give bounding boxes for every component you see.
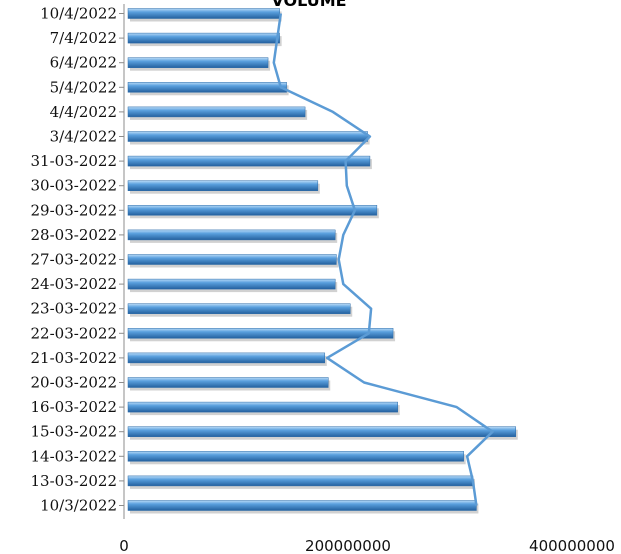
bar bbox=[127, 401, 398, 413]
trend-line bbox=[272, 13, 494, 506]
category-labels: 10/3/2022 13-03-2022 14-03-2022 15-03-2022 1… bbox=[31, 5, 117, 515]
bar bbox=[127, 131, 368, 142]
bar bbox=[127, 155, 371, 167]
category-label: 31-03-2022 bbox=[31, 152, 117, 170]
category-label: 7/4/2022 bbox=[50, 29, 117, 47]
bar bbox=[127, 82, 287, 93]
bar bbox=[127, 32, 280, 44]
category-label: 29-03-2022 bbox=[31, 201, 117, 219]
category-label: 20-03-2022 bbox=[31, 374, 117, 392]
bar bbox=[127, 475, 474, 487]
category-label: 21-03-2022 bbox=[31, 349, 117, 367]
category-label: 16-03-2022 bbox=[31, 398, 117, 416]
x-tick-label: 0 bbox=[119, 537, 129, 554]
x-tick-labels: 0 200000000 400000000 bbox=[119, 537, 615, 554]
category-label: 10/3/2022 bbox=[40, 497, 117, 515]
bar bbox=[127, 57, 269, 68]
category-label: 13-03-2022 bbox=[31, 472, 117, 490]
category-label: 6/4/2022 bbox=[50, 54, 117, 72]
x-tick-label: 400000000 bbox=[529, 537, 615, 554]
bar bbox=[127, 451, 464, 462]
bar bbox=[127, 303, 351, 314]
y-axis-ticks bbox=[119, 13, 124, 506]
category-label: 14-03-2022 bbox=[31, 447, 117, 465]
bar bbox=[127, 377, 329, 388]
category-label: 5/4/2022 bbox=[50, 78, 117, 96]
category-label: 22-03-2022 bbox=[31, 324, 117, 342]
category-label: 15-03-2022 bbox=[31, 423, 117, 441]
bar bbox=[127, 500, 477, 511]
category-label: 3/4/2022 bbox=[50, 128, 117, 146]
bars-group bbox=[127, 8, 518, 514]
bar bbox=[127, 106, 306, 118]
category-label: 10/4/2022 bbox=[40, 5, 117, 23]
category-label: 4/4/2022 bbox=[50, 103, 117, 121]
category-label: 28-03-2022 bbox=[31, 226, 117, 244]
bar bbox=[127, 229, 336, 241]
category-label: 24-03-2022 bbox=[31, 275, 117, 293]
bar bbox=[127, 254, 337, 265]
bar bbox=[127, 426, 517, 437]
bar bbox=[127, 180, 319, 191]
bar bbox=[127, 205, 378, 216]
category-label: 27-03-2022 bbox=[31, 251, 117, 269]
bar bbox=[127, 278, 336, 290]
category-label: 23-03-2022 bbox=[31, 300, 117, 318]
chart-title: VOLUME bbox=[271, 0, 346, 10]
category-label: 30-03-2022 bbox=[31, 177, 117, 195]
bar bbox=[127, 328, 394, 339]
bar bbox=[127, 8, 280, 19]
bar bbox=[127, 352, 326, 364]
x-tick-label: 200000000 bbox=[305, 537, 391, 554]
